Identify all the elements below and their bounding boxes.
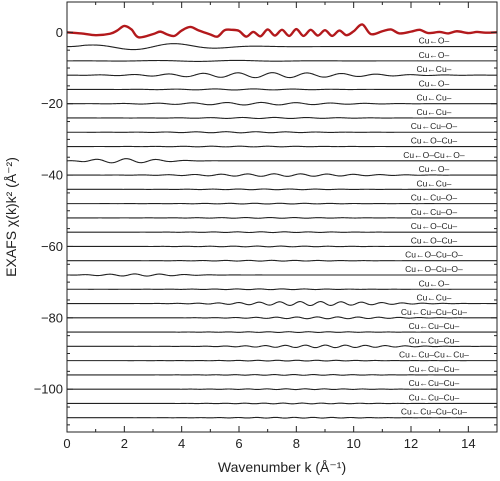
path-line-16	[67, 259, 497, 262]
y-tick-label: −40	[41, 168, 63, 183]
x-tick-label: 0	[63, 436, 70, 451]
x-tick-label: 2	[121, 436, 128, 451]
path-label-24: Cu←Cu–Cu–	[409, 364, 460, 374]
path-label-14: Cu←O–Cu–	[411, 221, 458, 231]
plot-area: Cu←O–Cu←O–Cu←Cu–Cu←O–Cu←Cu–Cu←Cu–Cu←Cu–O…	[66, 1, 498, 433]
plot-frame	[66, 1, 498, 433]
x-tick-label: 10	[346, 436, 360, 451]
path-line-21	[67, 331, 497, 333]
path-label-25: Cu←Cu–Cu–	[409, 378, 460, 388]
path-label-3: Cu←Cu–	[416, 64, 451, 74]
path-label-27: Cu←Cu–Cu–Cu–	[401, 407, 467, 417]
path-label-22: Cu←Cu–Cu–	[409, 335, 460, 345]
path-label-18: Cu←O–	[419, 278, 450, 288]
path-label-15: Cu←O–Cu–	[411, 235, 458, 245]
y-axis-ticks: 0 −20 −40 −60 −80 −100	[34, 25, 497, 426]
x-tick-label: 6	[235, 436, 242, 451]
y-tick-label: 0	[56, 25, 63, 40]
path-line-1	[67, 43, 497, 51]
path-label-11: Cu←Cu–	[416, 178, 451, 188]
path-label-13: Cu←Cu–O–	[411, 207, 458, 217]
path-label-26: Cu←Cu–Cu–	[409, 392, 460, 402]
path-label-5: Cu←Cu–	[416, 93, 451, 103]
path-line-9	[67, 158, 497, 164]
path-line-25	[67, 388, 497, 391]
path-label-4: Cu←O–	[419, 78, 450, 88]
path-line-20	[67, 316, 497, 320]
path-label-10: Cu←O–	[419, 164, 450, 174]
y-tick-label: −60	[41, 239, 63, 254]
x-tick-label: 12	[404, 436, 418, 451]
total-signal-line	[67, 23, 497, 39]
path-line-26	[67, 402, 497, 405]
path-line-18	[67, 288, 497, 291]
x-axis-ticks: 0 2 4 6 8 10 12 14	[63, 2, 498, 451]
path-label-1: Cu←O–	[419, 36, 450, 46]
path-line-6	[67, 116, 497, 120]
path-line-17	[67, 273, 497, 277]
x-tick-label: 8	[293, 436, 300, 451]
y-axis-title: EXAFS χ(k)k² (Å⁻²)	[3, 157, 19, 277]
path-label-20: Cu←Cu–Cu–Cu–	[401, 307, 467, 317]
path-line-4	[67, 88, 497, 91]
path-label-23: Cu←Cu–Cu←Cu–	[399, 350, 469, 360]
path-line-22	[67, 344, 497, 349]
path-line-27	[67, 416, 497, 419]
path-line-12	[67, 202, 497, 205]
y-tick-label: −80	[41, 310, 63, 325]
x-axis-title: Wavenumber k (Å⁻¹)	[218, 459, 346, 475]
x-tick-label: 14	[461, 436, 475, 451]
path-line-10	[67, 173, 497, 177]
path-label-2: Cu←O–	[419, 50, 450, 60]
path-label-8: Cu←O–Cu–	[411, 136, 458, 146]
path-labels: Cu←O–Cu←O–Cu←Cu–Cu←O–Cu←Cu–Cu←Cu–Cu←Cu–O…	[399, 36, 469, 417]
path-line-2	[67, 59, 497, 62]
path-label-21: Cu←Cu–Cu–	[409, 321, 460, 331]
series-lines	[67, 23, 497, 419]
path-line-11	[67, 188, 497, 191]
path-line-3	[67, 72, 497, 79]
path-line-19	[67, 301, 497, 307]
x-tick-label: 4	[178, 436, 185, 451]
path-label-9: Cu←O–Cu←O–	[403, 150, 465, 160]
path-line-24	[67, 374, 497, 376]
path-label-19: Cu←Cu–	[416, 293, 451, 303]
path-label-12: Cu←Cu–O–	[411, 193, 458, 203]
path-line-7	[67, 131, 497, 134]
path-line-15	[67, 245, 497, 248]
y-tick-label: −100	[34, 382, 63, 397]
path-label-16: Cu←O–Cu–O–	[405, 250, 463, 260]
path-label-17: Cu←O–Cu–O–	[405, 264, 463, 274]
path-line-23	[67, 359, 497, 362]
path-line-8	[67, 145, 497, 148]
path-line-14	[67, 231, 497, 234]
path-label-6: Cu←Cu–	[416, 107, 451, 117]
path-line-5	[67, 101, 497, 106]
path-line-13	[67, 216, 497, 219]
y-tick-label: −20	[41, 96, 63, 111]
path-label-7: Cu←Cu–O–	[411, 121, 458, 131]
